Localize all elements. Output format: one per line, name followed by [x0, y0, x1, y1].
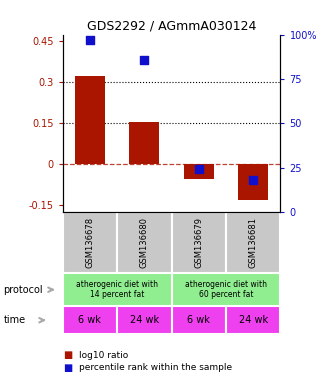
Bar [75, 76, 105, 164]
Point [196, 166, 201, 172]
Bar [129, 122, 159, 164]
Bar [117, 212, 172, 273]
Bar [63, 306, 117, 334]
Text: ■: ■ [63, 350, 72, 360]
Text: 6 wk: 6 wk [187, 315, 210, 325]
Point [251, 177, 256, 183]
Bar [238, 164, 268, 200]
Text: GSM136681: GSM136681 [249, 217, 258, 268]
Text: ■: ■ [63, 363, 72, 373]
Text: 24 wk: 24 wk [239, 315, 268, 325]
Title: GDS2292 / AGmmA030124: GDS2292 / AGmmA030124 [87, 19, 256, 32]
Bar [172, 273, 280, 306]
Point [142, 57, 147, 63]
Text: atherogenic diet with
14 percent fat: atherogenic diet with 14 percent fat [76, 280, 158, 300]
Bar [184, 164, 214, 179]
Text: protocol: protocol [3, 285, 43, 295]
Bar [117, 306, 172, 334]
Text: percentile rank within the sample: percentile rank within the sample [79, 363, 232, 372]
Text: 6 wk: 6 wk [79, 315, 101, 325]
Bar [63, 212, 117, 273]
Text: time: time [3, 315, 25, 325]
Text: log10 ratio: log10 ratio [79, 351, 128, 360]
Text: GSM136679: GSM136679 [194, 217, 203, 268]
Text: 24 wk: 24 wk [130, 315, 159, 325]
Point [87, 37, 92, 43]
Text: GSM136678: GSM136678 [85, 217, 94, 268]
Bar [226, 306, 280, 334]
Text: atherogenic diet with
60 percent fat: atherogenic diet with 60 percent fat [185, 280, 267, 300]
Text: GSM136680: GSM136680 [140, 217, 149, 268]
Bar [63, 273, 172, 306]
Bar [172, 212, 226, 273]
Bar [226, 212, 280, 273]
Bar [172, 306, 226, 334]
